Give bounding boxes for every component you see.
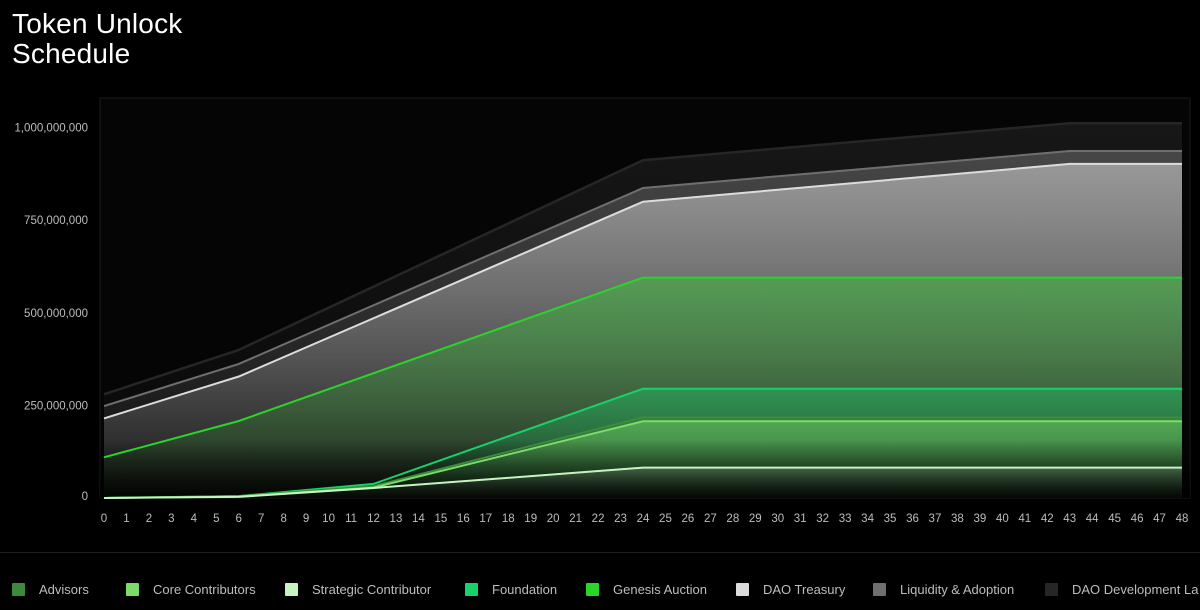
x-tick-label: 38 — [951, 513, 964, 525]
x-tick-label: 46 — [1131, 513, 1144, 525]
x-tick-label: 45 — [1108, 513, 1121, 525]
x-tick-label: 43 — [1063, 513, 1076, 525]
legend-label: Core Contributors — [153, 581, 256, 597]
line-dao-development-la — [103, 121, 1182, 396]
legend-label: Foundation — [492, 581, 558, 597]
x-tick-label: 40 — [996, 513, 1009, 525]
x-tick-label: 37 — [929, 513, 942, 525]
y-tick-label: 1,000,000,000 — [14, 123, 88, 135]
x-tick-label: 7 — [258, 513, 264, 525]
legend-label: Liquidity & Adoption — [900, 581, 1015, 597]
x-tick-label: 47 — [1153, 513, 1166, 525]
chart-title: Token Unlock Schedule — [12, 9, 182, 69]
unlock-schedule-chart: 0 250,000,000 500,000,000 750,000,000 1,000,… — [14, 97, 1191, 525]
x-tick-label: 42 — [1041, 513, 1054, 525]
legend-item[interactable]: DAO Development La — [1045, 578, 1198, 600]
x-tick-label: 3 — [168, 513, 174, 525]
x-tick-label: 44 — [1086, 513, 1099, 525]
x-tick-label: 20 — [547, 513, 560, 525]
legend-swatch — [285, 582, 298, 596]
x-tick-label: 29 — [749, 513, 762, 525]
x-tick-label: 32 — [816, 513, 829, 525]
legend-label: DAO Development La — [1072, 581, 1199, 597]
y-tick-label: 500,000,000 — [24, 308, 88, 320]
x-tick-label: 12 — [367, 513, 380, 525]
x-tick-label: 0 — [101, 513, 107, 525]
x-tick-label: 18 — [502, 513, 515, 525]
x-tick-label: 21 — [569, 513, 582, 525]
x-tick-label: 9 — [303, 513, 309, 525]
legend-item[interactable]: Strategic Contributor — [285, 578, 431, 600]
x-tick-label: 4 — [191, 513, 198, 525]
legend-swatch — [873, 582, 886, 596]
x-tick-label: 15 — [434, 513, 447, 525]
x-tick-label: 2 — [146, 513, 152, 525]
x-tick-label: 1 — [123, 513, 129, 525]
line-strategic-contributor — [103, 466, 1182, 499]
legend-item[interactable]: Liquidity & Adoption — [873, 578, 1014, 600]
legend-swatch — [126, 582, 139, 596]
x-tick-label: 24 — [637, 513, 650, 525]
legend-item[interactable]: Core Contributors — [126, 578, 256, 600]
legend-label: Genesis Auction — [613, 581, 707, 597]
y-tick-label: 250,000,000 — [24, 400, 88, 412]
x-tick-label: 48 — [1176, 513, 1189, 525]
legend-swatch — [465, 582, 478, 596]
x-tick-label: 26 — [682, 513, 695, 525]
chart-legend: Advisors Core Contributors Strategic Contr… — [0, 578, 1200, 602]
x-tick-label: 31 — [794, 513, 807, 525]
x-tick-label: 8 — [280, 513, 286, 525]
x-tick-label: 17 — [479, 513, 492, 525]
legend-item[interactable]: DAO Treasury — [736, 578, 845, 600]
y-tick-label: 0 — [82, 491, 88, 503]
x-tick-label: 41 — [1018, 513, 1031, 525]
x-tick-label: 34 — [861, 513, 874, 525]
x-tick-label: 6 — [236, 513, 242, 525]
legend-label: DAO Treasury — [763, 581, 846, 597]
legend-divider — [0, 552, 1200, 553]
chart-title-line-2: Schedule — [12, 38, 131, 69]
x-tick-label: 22 — [592, 513, 605, 525]
bottom-fade — [100, 440, 1190, 498]
x-tick-label: 16 — [457, 513, 470, 525]
legend-swatch — [736, 582, 749, 596]
x-tick-label: 25 — [659, 513, 672, 525]
legend-swatch — [586, 582, 599, 596]
x-tick-label: 39 — [973, 513, 986, 525]
legend-item[interactable]: Foundation — [465, 578, 557, 600]
x-tick-label: 28 — [726, 513, 739, 525]
legend-swatch — [1045, 582, 1058, 596]
legend-item[interactable]: Genesis Auction — [586, 578, 707, 600]
x-tick-label: 19 — [524, 513, 537, 525]
legend-label: Advisors — [39, 581, 89, 597]
x-tick-label: 10 — [322, 513, 335, 525]
x-tick-label: 30 — [771, 513, 784, 525]
x-tick-label: 33 — [839, 513, 852, 525]
legend-label: Strategic Contributor — [312, 581, 432, 597]
line-genesis-auction — [103, 276, 1182, 459]
x-tick-label: 14 — [412, 513, 425, 525]
y-tick-label: 750,000,000 — [24, 215, 88, 227]
chart-title-line-1: Token Unlock — [12, 8, 183, 39]
legend-item[interactable]: Advisors — [12, 578, 89, 600]
legend-swatch — [12, 582, 25, 596]
x-tick-label: 27 — [704, 513, 717, 525]
x-tick-label: 11 — [345, 513, 357, 525]
x-tick-label: 35 — [884, 513, 897, 525]
x-tick-label: 23 — [614, 513, 627, 525]
x-tick-label: 36 — [906, 513, 919, 525]
line-liquidity-adoption — [103, 150, 1182, 408]
x-tick-label: 5 — [213, 513, 219, 525]
line-dao-treasury — [103, 162, 1182, 420]
x-tick-label: 13 — [390, 513, 403, 525]
